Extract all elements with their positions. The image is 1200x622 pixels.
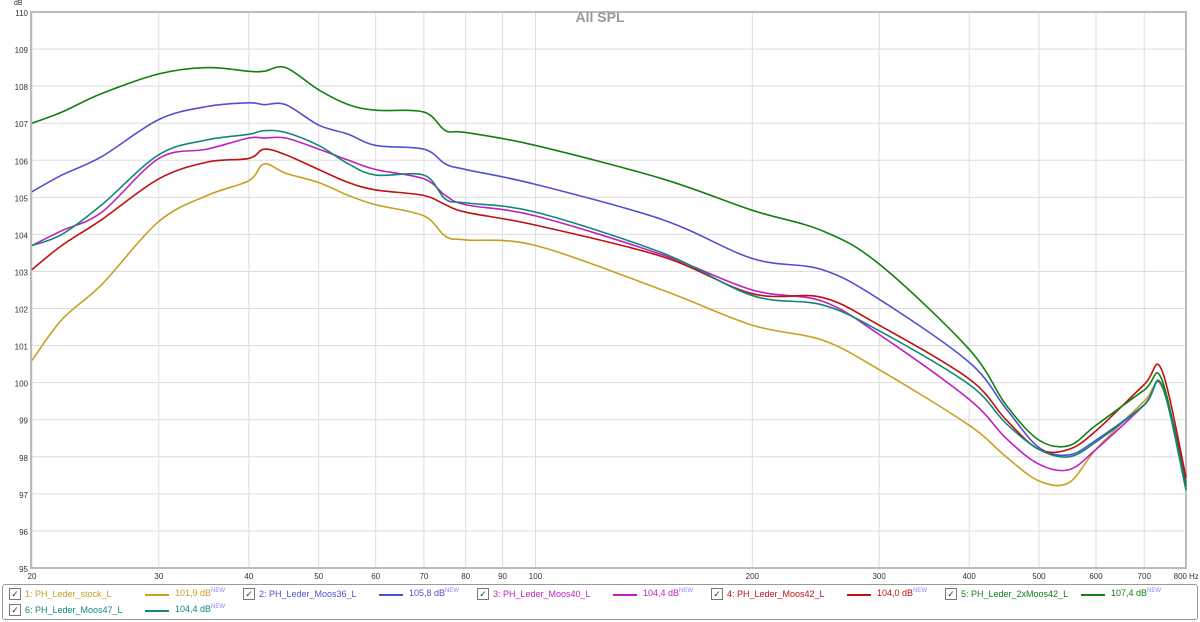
legend: ✓ 1: PH_Leder_stock_L 101,9 dBNEW ✓ 2: PH_Le… xyxy=(2,584,1198,620)
y-tick-label: 103 xyxy=(15,268,29,277)
y-tick-label: 110 xyxy=(15,9,28,18)
x-tick-label: 700 xyxy=(1138,572,1152,581)
x-tick-label: 90 xyxy=(498,572,507,581)
x-tick-label: 600 xyxy=(1089,572,1103,581)
checkbox[interactable]: ✓ xyxy=(945,588,957,600)
checkbox[interactable]: ✓ xyxy=(243,588,255,600)
series-name: 2: PH_Leder_Moos36_L xyxy=(259,589,357,599)
y-tick-label: 106 xyxy=(15,157,29,166)
y-tick-label: 101 xyxy=(15,343,29,352)
y-unit: dB xyxy=(14,0,23,7)
series-name: 5: PH_Leder_2xMoos42_L xyxy=(961,589,1069,599)
x-tick-label: 40 xyxy=(244,572,253,581)
series-level: 104,4 dBNEW xyxy=(175,604,226,614)
legend-entry[interactable]: ✓ 2: PH_Leder_Moos36_L xyxy=(243,587,357,601)
checkbox[interactable]: ✓ xyxy=(477,588,489,600)
series-swatch xyxy=(145,610,169,612)
checkbox[interactable]: ✓ xyxy=(711,588,723,600)
series-name: 4: PH_Leder_Moos42_L xyxy=(727,589,825,599)
x-tick-label: 50 xyxy=(314,572,323,581)
y-tick-label: 109 xyxy=(15,46,29,55)
y-tick-label: 107 xyxy=(15,120,29,129)
y-tick-label: 98 xyxy=(19,454,28,463)
series-line-4 xyxy=(31,148,1187,478)
y-tick-label: 104 xyxy=(15,231,29,240)
legend-entry[interactable]: ✓ 5: PH_Leder_2xMoos42_L xyxy=(945,587,1068,601)
plot-frame xyxy=(30,11,1187,569)
series-level: 107,4 dBNEW xyxy=(1111,588,1162,598)
series-name: 1: PH_Leder_stock_L xyxy=(25,589,112,599)
series-name: 3: PH_Leder_Moos40_L xyxy=(493,589,591,599)
series-swatch xyxy=(1081,594,1105,596)
x-tick-label: 800 xyxy=(1174,572,1188,581)
legend-entry[interactable]: ✓ 1: PH_Leder_stock_L xyxy=(9,587,112,601)
y-tick-label: 95 xyxy=(19,565,28,574)
x-tick-label: 30 xyxy=(154,572,163,581)
series-level: 104,4 dBNEW xyxy=(643,588,694,598)
legend-entry[interactable]: ✓ 4: PH_Leder_Moos42_L xyxy=(711,587,825,601)
series-swatch xyxy=(613,594,637,596)
x-tick-label: 20 xyxy=(28,572,37,581)
series-swatch xyxy=(145,594,169,596)
y-tick-label: 99 xyxy=(19,417,28,426)
series-level: 101,9 dBNEW xyxy=(175,588,226,598)
legend-entry[interactable]: ✓ 3: PH_Leder_Moos40_L xyxy=(477,587,591,601)
spl-chart: 95 96 97 98 99 100 101 102 103 104 105 106 107 108 109… xyxy=(14,0,1199,581)
series-line-6 xyxy=(31,129,1187,491)
series-line-5 xyxy=(31,65,1187,487)
y-tick-label: 100 xyxy=(15,380,29,389)
x-tick-label: 80 xyxy=(461,572,470,581)
x-unit: Hz xyxy=(1189,572,1199,581)
y-tick-label: 97 xyxy=(19,491,28,500)
y-tick-label: 108 xyxy=(15,83,29,92)
series-swatch xyxy=(847,594,871,596)
x-tick-label: 500 xyxy=(1032,572,1046,581)
series-swatch xyxy=(379,594,403,596)
x-tick-label: 200 xyxy=(746,572,760,581)
y-tick-label: 102 xyxy=(15,306,29,315)
x-tick-label: 70 xyxy=(419,572,428,581)
y-tick-label: 96 xyxy=(19,528,28,537)
y-tick-label: 105 xyxy=(15,194,29,203)
x-tick-label: 400 xyxy=(962,572,976,581)
series-name: 6: PH_Leder_Moos47_L xyxy=(25,605,123,615)
x-tick-label: 60 xyxy=(371,572,380,581)
checkbox[interactable]: ✓ xyxy=(9,588,21,600)
series-line-1 xyxy=(31,163,1187,487)
series-level: 104,0 dBNEW xyxy=(877,588,928,598)
x-tick-label: 300 xyxy=(872,572,886,581)
checkbox[interactable]: ✓ xyxy=(9,604,21,616)
chart-title: All SPL xyxy=(575,9,624,25)
series-line-3 xyxy=(31,136,1187,480)
series-level: 105,8 dBNEW xyxy=(409,588,460,598)
legend-entry[interactable]: ✓ 6: PH_Leder_Moos47_L xyxy=(9,603,123,617)
x-tick-label: 100 xyxy=(529,572,543,581)
series-line-2 xyxy=(31,101,1187,483)
